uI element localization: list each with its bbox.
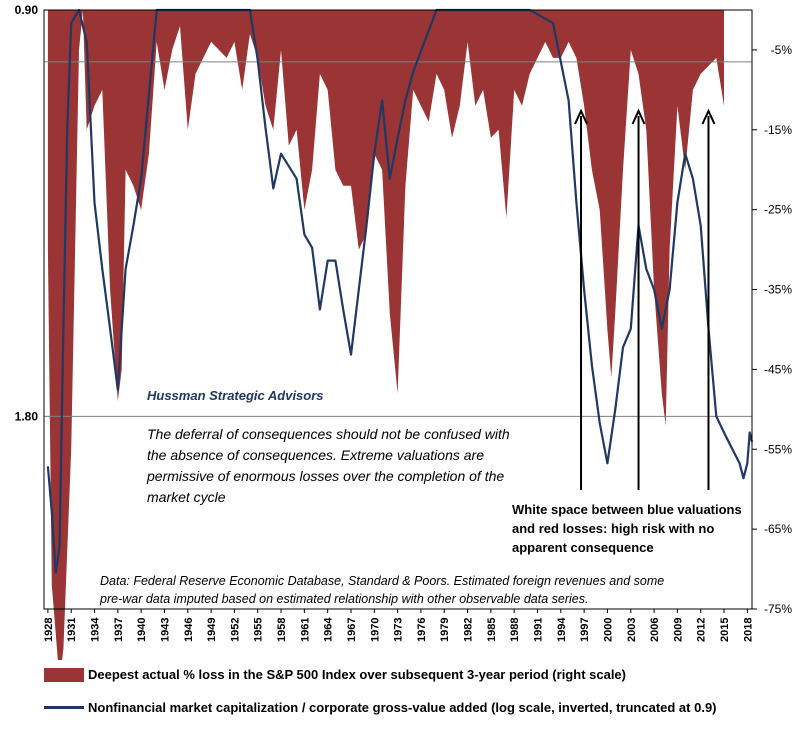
x-tick-label-7: 1949 bbox=[206, 618, 218, 642]
x-tick-label-22: 1994 bbox=[556, 617, 568, 642]
x-tick-label-2: 1934 bbox=[90, 617, 102, 642]
right-tick-label-0: -5% bbox=[771, 43, 793, 57]
right-tick-label-6: -65% bbox=[764, 522, 792, 536]
right-tick-label-2: -25% bbox=[764, 203, 792, 217]
legend-item-valuation: Nonfinancial market capitalization / cor… bbox=[44, 700, 717, 715]
x-tick-label-19: 1985 bbox=[486, 618, 498, 642]
x-tick-label-0: 1928 bbox=[43, 618, 55, 642]
x-tick-label-10: 1958 bbox=[276, 618, 288, 642]
x-tick-label-25: 2003 bbox=[626, 618, 638, 642]
x-tick-label-4: 1940 bbox=[136, 618, 148, 642]
x-tick-label-16: 1976 bbox=[416, 618, 428, 642]
x-tick-label-29: 2015 bbox=[719, 618, 731, 642]
arrow-head-0 bbox=[574, 108, 588, 125]
legend-swatch-valuation bbox=[44, 706, 84, 709]
legend-item-losses: Deepest actual % loss in the S&P 500 Ind… bbox=[44, 667, 626, 682]
legend-swatch-losses bbox=[44, 667, 84, 682]
callout-label: White space between blue valuations and … bbox=[512, 502, 742, 555]
left-axis-ticks: 0.90 1.80 bbox=[15, 3, 39, 423]
x-tick-label-24: 2000 bbox=[602, 618, 614, 642]
x-tick-label-18: 1982 bbox=[463, 618, 475, 642]
legend-label-losses: Deepest actual % loss in the S&P 500 Ind… bbox=[88, 667, 626, 682]
arrow-head-2 bbox=[701, 108, 716, 125]
x-tick-label-11: 1961 bbox=[299, 618, 311, 642]
left-tick-label-0: 0.90 bbox=[15, 3, 39, 17]
x-tick-label-20: 1988 bbox=[509, 618, 521, 642]
annotation-note: The deferral of consequences should not … bbox=[147, 426, 510, 505]
firm-label: Hussman Strategic Advisors bbox=[147, 388, 324, 403]
x-tick-label-1: 1931 bbox=[66, 618, 78, 642]
x-tick-label-28: 2012 bbox=[696, 618, 708, 642]
x-tick-label-6: 1946 bbox=[183, 618, 195, 642]
x-tick-label-26: 2006 bbox=[649, 618, 661, 642]
right-tick-label-7: -75% bbox=[764, 602, 792, 616]
right-tick-label-3: -35% bbox=[764, 283, 792, 297]
x-tick-label-23: 1997 bbox=[579, 618, 591, 642]
x-tick-label-3: 1937 bbox=[113, 618, 125, 642]
x-tick-label-12: 1964 bbox=[323, 617, 335, 642]
right-tick-label-4: -45% bbox=[764, 362, 792, 376]
right-tick-label-5: -55% bbox=[764, 442, 792, 456]
chart: 0.90 1.80 -5% -15% -25% -35% -45% -55% -65% -75%… bbox=[15, 3, 792, 660]
x-tick-label-27: 2009 bbox=[672, 618, 684, 642]
loss-area-layer bbox=[47, 10, 724, 660]
x-tick-label-13: 1967 bbox=[346, 618, 358, 642]
right-tick-label-1: -15% bbox=[764, 123, 792, 137]
legend-label-valuation: Nonfinancial market capitalization / cor… bbox=[88, 700, 717, 715]
loss-area bbox=[47, 10, 724, 660]
x-tick-label-8: 1952 bbox=[229, 618, 241, 642]
x-tick-label-15: 1973 bbox=[393, 618, 405, 642]
arrow-head-1 bbox=[631, 108, 646, 125]
x-axis-ticks: 1928 1931 1934 1937 1940 1943 1946 1949 1952 1955… bbox=[43, 609, 754, 642]
x-tick-label-9: 1955 bbox=[253, 618, 265, 642]
x-tick-label-21: 1991 bbox=[533, 618, 545, 642]
x-tick-label-5: 1943 bbox=[159, 618, 171, 642]
x-tick-label-17: 1979 bbox=[439, 618, 451, 642]
source-note: Data: Federal Reserve Economic Database,… bbox=[100, 574, 665, 606]
valuation-line bbox=[46, 8, 754, 574]
arrow-layer bbox=[574, 108, 716, 490]
valuation-line-layer bbox=[46, 8, 754, 574]
x-tick-label-14: 1970 bbox=[369, 618, 381, 642]
right-axis-ticks: -5% -15% -25% -35% -45% -55% -65% -75% bbox=[752, 43, 792, 616]
x-tick-label-30: 2018 bbox=[742, 618, 754, 642]
left-tick-label-1: 1.80 bbox=[15, 409, 39, 423]
